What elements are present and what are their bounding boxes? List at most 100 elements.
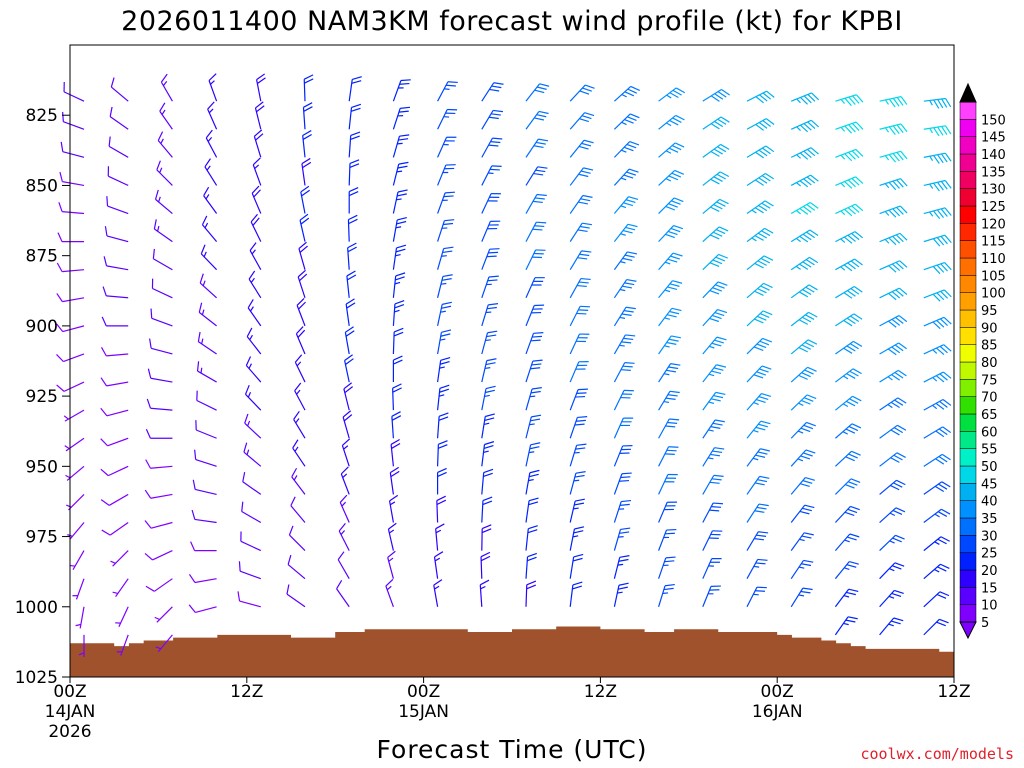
barb-shaft — [702, 253, 720, 271]
barb-feather — [301, 157, 311, 165]
colorbar-label: 105 — [981, 269, 1006, 284]
barb-feather — [535, 141, 546, 145]
barb-shaft — [481, 276, 490, 298]
barb-feather — [573, 553, 584, 558]
barb-shaft — [658, 363, 672, 383]
barb-feather — [160, 73, 168, 83]
barb-feather — [352, 76, 362, 80]
barb-half-feather — [798, 402, 804, 406]
barb-feather — [440, 333, 451, 337]
barb-feather — [532, 359, 543, 362]
barb-shaft — [245, 365, 262, 383]
barb-feather — [628, 196, 639, 200]
barb-feather — [436, 495, 446, 502]
x-tick-label: 12Z — [584, 682, 617, 702]
barb-feather — [536, 114, 547, 118]
barb-feather — [208, 73, 217, 81]
barb-shaft — [250, 221, 262, 242]
barb-feather — [618, 586, 628, 590]
barb-feather — [721, 89, 730, 96]
barb-feather — [892, 509, 903, 516]
wind-barb — [347, 242, 357, 270]
barb-feather — [244, 413, 249, 424]
barb-feather — [583, 167, 594, 171]
barb-feather — [895, 261, 904, 270]
barb-feather — [804, 504, 815, 509]
barb-feather — [580, 305, 591, 308]
barb-feather — [714, 120, 724, 128]
wind-barb — [238, 561, 262, 580]
wind-barb — [525, 525, 538, 551]
barb-shaft — [746, 448, 761, 467]
barb-half-feather — [889, 568, 895, 572]
barb-feather — [754, 318, 764, 324]
barb-half-feather — [664, 317, 670, 320]
wind-barb — [341, 438, 351, 467]
barb-feather — [851, 150, 860, 159]
barb-feather — [710, 426, 721, 429]
barb-feather — [900, 178, 908, 187]
barb-feather — [630, 113, 640, 119]
wind-barb — [746, 531, 769, 551]
wind-barb — [481, 496, 493, 523]
barb-half-feather — [662, 592, 669, 594]
barb-shaft — [290, 505, 306, 523]
barb-feather — [390, 439, 400, 445]
wind-barb — [834, 561, 859, 580]
barb-shaft — [613, 334, 626, 355]
barb-feather — [579, 90, 590, 95]
barb-feather — [399, 82, 410, 85]
wind-barb — [835, 231, 864, 244]
wind-barb — [702, 419, 725, 439]
barb-feather — [808, 311, 818, 318]
barb-feather — [887, 348, 897, 356]
barb-shaft — [658, 280, 673, 299]
barb-feather — [253, 129, 263, 137]
wind-barb — [790, 92, 820, 105]
wind-barb — [248, 270, 262, 299]
wind-barb — [154, 189, 173, 214]
barb-feather — [940, 235, 948, 245]
wind-barb — [923, 536, 950, 552]
barb-shaft — [155, 198, 173, 214]
barb-shaft — [790, 532, 805, 551]
wind-barb — [392, 355, 403, 383]
barb-half-feather — [572, 535, 579, 538]
wind-barb — [437, 329, 452, 355]
barb-feather — [627, 223, 638, 228]
y-tick-label: 875 — [26, 247, 58, 267]
barb-half-feather — [483, 450, 489, 454]
barb-feather — [763, 255, 774, 261]
barb-feather — [851, 205, 860, 213]
barb-feather — [849, 343, 859, 350]
barb-feather — [618, 558, 629, 562]
barb-half-feather — [708, 565, 714, 567]
barb-half-feather — [207, 136, 213, 142]
barb-feather — [488, 144, 499, 147]
barb-feather — [490, 220, 501, 222]
barb-shaft — [525, 472, 531, 495]
barb-feather — [802, 233, 812, 241]
barb-feather — [488, 224, 499, 226]
wind-barb — [252, 157, 262, 186]
barb-feather — [348, 214, 358, 221]
wind-barb — [338, 522, 350, 551]
barb-feather — [389, 494, 399, 502]
barb-shaft — [746, 476, 761, 495]
barb-shaft — [702, 116, 722, 130]
barb-feather — [938, 483, 948, 490]
barb-feather — [447, 108, 458, 111]
barb-feather — [710, 533, 721, 536]
barb-half-feather — [115, 622, 121, 624]
barb-feather — [758, 503, 769, 507]
barb-feather — [846, 564, 857, 568]
wind-barb — [196, 361, 217, 383]
barb-feather — [528, 497, 539, 502]
credit-link[interactable]: coolwx.com/models — [860, 745, 1014, 763]
barb-feather — [893, 454, 903, 461]
barb-feather — [398, 138, 409, 141]
barb-feather — [719, 171, 730, 178]
barb-shaft — [746, 118, 767, 130]
barb-shaft — [115, 578, 129, 598]
barb-shaft — [437, 81, 449, 102]
